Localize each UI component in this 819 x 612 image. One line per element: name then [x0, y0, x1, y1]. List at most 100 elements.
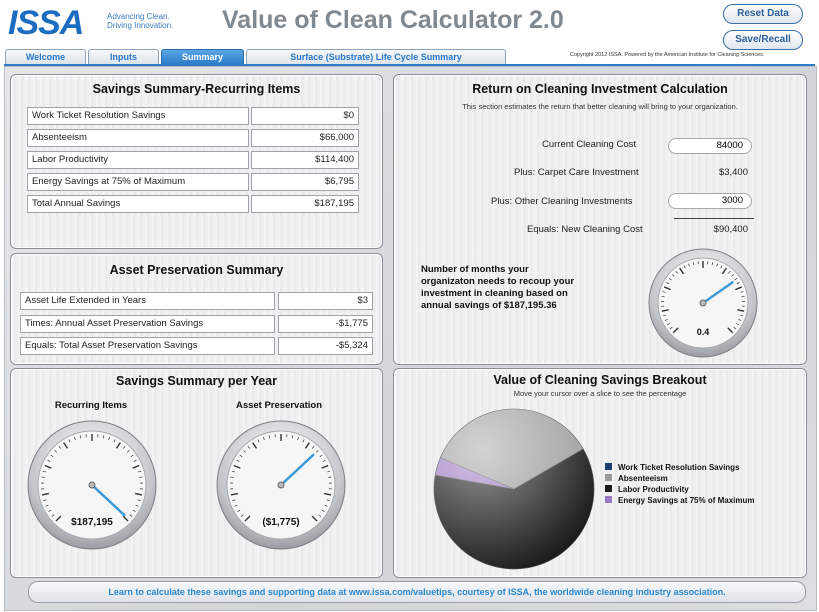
gauge-tick [237, 509, 241, 512]
gauge-tick [55, 515, 62, 522]
recurring-row-label: Energy Savings at 75% of Maximum [27, 173, 249, 191]
legend-energy-savings: Energy Savings at 75% of Maximum [605, 496, 755, 505]
asset-row-label: Equals: Total Asset Preservation Savings [20, 337, 275, 355]
recurring-row-value: $114,400 [251, 151, 359, 169]
gauge-tick [735, 286, 743, 291]
tab-surface-life-cycle[interactable]: Surface (Substrate) Life Cycle Summary [246, 49, 506, 64]
gauge-tick [42, 470, 46, 473]
gauge-tick [321, 464, 329, 469]
carpet-care-label: Plus: Carpet Care Investment [514, 167, 639, 178]
gauge-tick [51, 514, 55, 517]
gauge-tick [720, 265, 723, 269]
gauge-tick [231, 470, 235, 473]
gauge-tick [672, 327, 679, 334]
recurring-savings-panel: Savings Summary-Recurring Items Work Tic… [10, 74, 383, 249]
gauge-tick [132, 509, 136, 512]
current-cost-label: Current Cleaning Cost [542, 139, 636, 150]
gauge-hub [277, 481, 285, 489]
current-cost-input[interactable]: 84000 [668, 138, 752, 154]
gauge-tick [115, 442, 121, 449]
other-investments-input[interactable]: 3000 [668, 193, 752, 209]
gauge-tick [662, 314, 667, 317]
gauge-hub [699, 299, 707, 307]
gauge-tick [321, 509, 325, 512]
gauge-tick [721, 267, 727, 275]
gauge-tick [318, 514, 322, 517]
recurring-row-label: Absenteeism [27, 129, 249, 147]
gauge-tick [316, 450, 319, 453]
copyright-text: Copyright 2012 ISSA. Powered by the Amer… [570, 52, 765, 58]
gauge-tick [679, 267, 685, 275]
gauge-tick [138, 470, 142, 473]
save-recall-button[interactable]: Save/Recall [723, 30, 803, 50]
gauge-tick [135, 504, 139, 507]
legend-labor-productivity: Labor Productivity [605, 485, 689, 494]
gauge-tick [122, 445, 126, 449]
gauge-tick [736, 282, 740, 285]
gauge-tick [692, 262, 695, 266]
recurring-panel-title: Savings Summary-Recurring Items [92, 82, 301, 96]
gauge-tick [311, 515, 318, 522]
gauge-tick [129, 514, 133, 517]
breakout-subtitle: Move your cursor over a slice to see the… [513, 389, 687, 398]
gauge-tick [731, 274, 735, 277]
gauge-tick [43, 499, 47, 502]
gauge-tick [311, 445, 315, 449]
total-savings-label: Total Annual Savings [27, 195, 249, 213]
reset-data-button[interactable]: Reset Data [723, 4, 803, 24]
gauge-tick [50, 454, 54, 458]
total-savings-value: $187,195 [251, 195, 359, 213]
gauge-tick [327, 470, 331, 473]
gauge-tick [48, 509, 52, 512]
savings-breakout-panel: Value of Cleaning Savings Breakout Move … [393, 368, 807, 578]
new-cost-label: Equals: New Cleaning Cost [527, 224, 643, 235]
gauge-tick [319, 454, 323, 458]
savings-pie-chart [433, 408, 595, 570]
tab-underline [4, 64, 815, 66]
gauge-tick [102, 435, 105, 439]
gauge-tick [268, 435, 271, 439]
gauge-tick [243, 450, 246, 453]
gauge-tick [738, 319, 742, 321]
legend-work-ticket: Work Ticket Resolution Savings [605, 463, 740, 472]
gauge-tick [734, 278, 738, 281]
roi-subtitle: This section estimates the return that b… [462, 102, 738, 111]
footer-link[interactable]: Learn to calculate these savings and sup… [28, 581, 806, 603]
legend-absenteeism: Absenteeism [605, 474, 668, 483]
gauge-tick [664, 319, 668, 321]
legend-label: Absenteeism [618, 474, 668, 483]
gauge-tick [326, 499, 330, 502]
gauge-tick [44, 464, 52, 469]
gauge-tick [733, 326, 737, 330]
tab-inputs[interactable]: Inputs [88, 49, 159, 64]
gauge-hub [88, 481, 96, 489]
gauge-tick [739, 314, 744, 317]
asset-row-value: -$1,775 [278, 315, 373, 333]
gauge-tick [324, 492, 332, 496]
gauge-tick [322, 459, 326, 462]
gauge-tick [291, 435, 294, 439]
other-investments-label: Plus: Other Cleaning Investments [491, 196, 633, 207]
roi-panel: Return on Cleaning Investment Calculatio… [393, 74, 807, 365]
sum-divider [674, 218, 754, 219]
gauge-tick [662, 291, 666, 293]
per-year-title: Savings Summary per Year [116, 374, 277, 388]
tab-summary[interactable]: Summary [161, 49, 244, 64]
gauge-tick [716, 263, 718, 267]
recurring-row-label: Labor Productivity [27, 151, 249, 169]
gauge-needle [701, 281, 734, 305]
recurring-items-gauge: $187,195 [27, 420, 157, 550]
asset-row-label: Times: Annual Asset Preservation Savings [20, 315, 275, 333]
gauge-tick [108, 437, 110, 441]
recoup-text: Number of months your organizaton needs … [421, 264, 575, 311]
gauge-tick [63, 442, 69, 449]
legend-label: Work Ticket Resolution Savings [618, 463, 740, 472]
savings-per-year-panel: Savings Summary per Year Recurring Items… [10, 368, 383, 578]
tab-welcome[interactable]: Welcome [5, 49, 86, 64]
gauge-tick [671, 274, 675, 277]
recurring-row-label: Work Ticket Resolution Savings [27, 107, 249, 125]
gauge-tick [233, 464, 241, 469]
asset-gauge-label: Asset Preservation [235, 400, 323, 411]
new-cost-value: $90,400 [713, 224, 748, 235]
gauge-tick [41, 492, 49, 496]
